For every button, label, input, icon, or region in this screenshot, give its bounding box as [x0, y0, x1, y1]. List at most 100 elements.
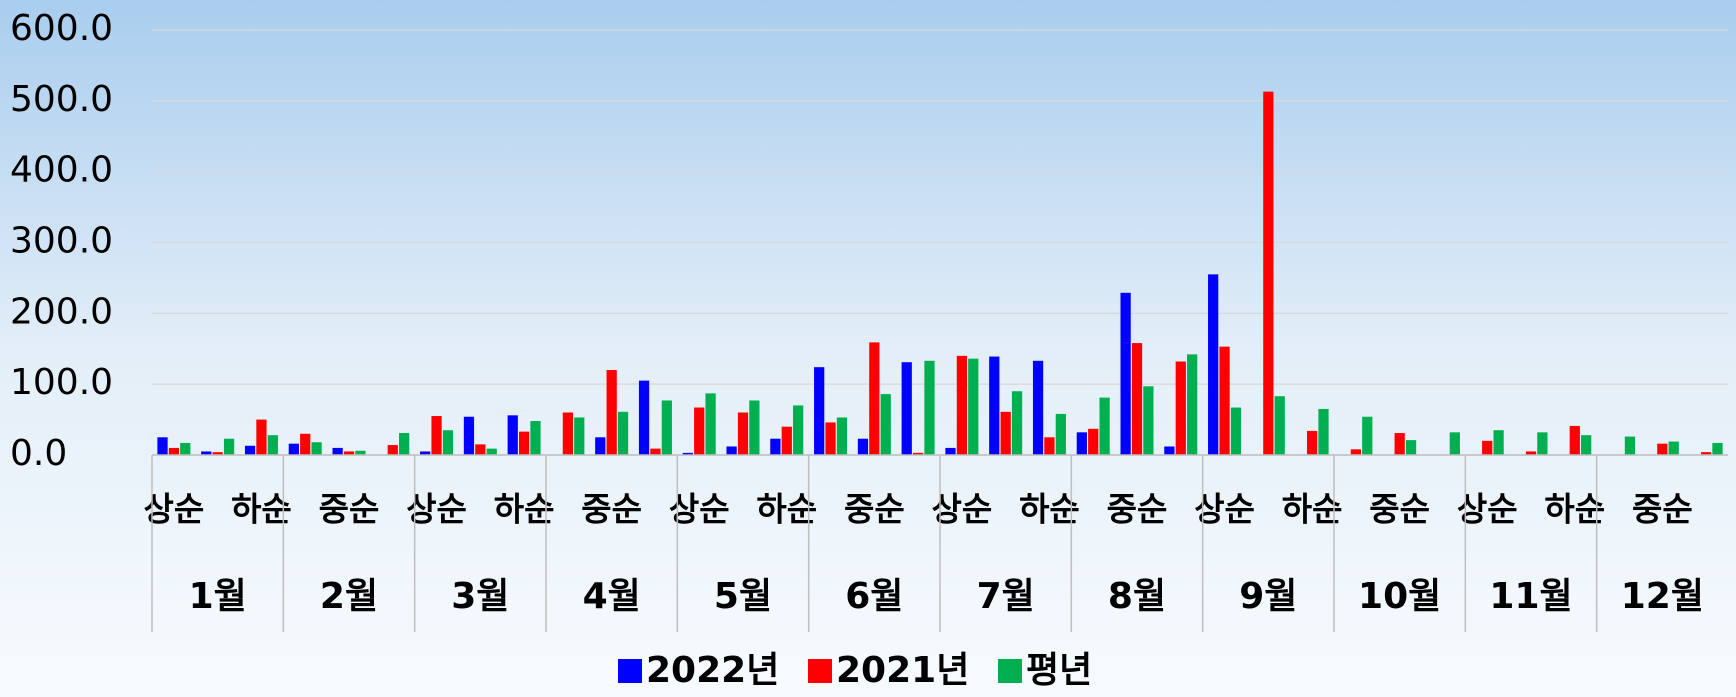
x-tick-label: 하순 — [231, 490, 292, 529]
bar — [737, 412, 749, 455]
bar — [355, 450, 366, 455]
bar — [201, 451, 212, 455]
x-tick-label: 상순 — [144, 490, 205, 529]
bar — [223, 438, 235, 455]
group-label: 4월 — [583, 576, 641, 617]
bar — [694, 407, 705, 455]
bar — [650, 448, 661, 455]
bar — [1624, 436, 1636, 455]
x-tick-label: 상순 — [406, 490, 467, 529]
x-tick-label: 중순 — [1369, 490, 1430, 529]
bar — [749, 400, 760, 455]
bar — [486, 448, 497, 455]
bar — [518, 431, 530, 455]
bar — [1449, 432, 1460, 455]
group-label: 6월 — [845, 576, 903, 617]
y-tick-label: 400.0 — [10, 150, 113, 191]
x-tick-label: 중순 — [319, 490, 380, 529]
legend-label: 2022년 — [646, 650, 779, 691]
bar — [1700, 452, 1712, 455]
bar — [1493, 430, 1504, 455]
bar — [420, 451, 431, 455]
bar — [1219, 346, 1230, 455]
x-tick-label: 하순 — [1544, 490, 1605, 529]
bar — [1011, 391, 1023, 455]
bar — [781, 426, 792, 455]
bar — [530, 421, 541, 455]
bar — [507, 415, 518, 455]
bar — [638, 380, 650, 455]
bar — [945, 447, 956, 455]
bar — [1318, 408, 1329, 455]
group-label: 7월 — [977, 576, 1035, 617]
bar — [300, 433, 311, 455]
x-tick-label: 하순 — [756, 490, 817, 529]
bar — [1099, 397, 1110, 455]
bar — [1131, 343, 1143, 455]
bar — [989, 356, 1000, 455]
group-label: 1월 — [189, 576, 247, 617]
legend-swatch — [998, 659, 1022, 683]
bar — [1263, 91, 1274, 455]
bar — [682, 452, 693, 455]
x-tick-label: 하순 — [1019, 490, 1080, 529]
bar — [770, 438, 781, 455]
y-tick-label: 500.0 — [10, 79, 113, 120]
bar — [562, 412, 574, 455]
bar — [1044, 437, 1055, 455]
x-tick-label: 중순 — [844, 490, 905, 529]
bar — [1274, 396, 1285, 455]
bar — [1055, 413, 1066, 455]
bar — [1712, 442, 1723, 455]
y-tick-label: 600.0 — [10, 8, 113, 49]
bar — [1088, 428, 1099, 455]
bar — [1405, 440, 1417, 455]
bar — [836, 417, 848, 455]
bar — [1581, 435, 1592, 455]
bar — [1175, 361, 1186, 455]
bar — [1187, 354, 1198, 455]
bar — [1525, 451, 1537, 455]
bar — [168, 447, 180, 455]
bar — [901, 362, 912, 455]
bar — [256, 419, 267, 455]
x-tick-label: 하순 — [1282, 490, 1343, 529]
x-tick-label: 중순 — [581, 490, 642, 529]
group-label: 12월 — [1621, 576, 1704, 617]
y-tick-label: 0.0 — [10, 433, 67, 474]
legend-swatch — [808, 659, 832, 683]
bar — [442, 430, 454, 455]
group-label: 11월 — [1489, 576, 1572, 617]
bar — [924, 360, 935, 455]
bar — [212, 452, 223, 455]
legend-label: 평년 — [1026, 650, 1092, 691]
x-tick-label: 하순 — [494, 490, 555, 529]
bar — [793, 405, 804, 455]
group-label: 9월 — [1239, 576, 1297, 617]
legend-label: 2021년 — [836, 650, 969, 691]
bar — [1230, 407, 1242, 455]
bar — [661, 400, 672, 455]
bar — [574, 417, 585, 455]
group-label: 3월 — [451, 576, 509, 617]
legend-swatch — [618, 659, 642, 683]
y-tick-label: 200.0 — [10, 291, 113, 332]
bar — [180, 442, 191, 455]
bar — [912, 452, 924, 455]
x-tick-label: 상순 — [669, 490, 730, 529]
group-label: 2월 — [320, 576, 378, 617]
bar — [1032, 360, 1044, 455]
bar — [1537, 432, 1548, 455]
bar — [267, 435, 278, 455]
bar — [1569, 425, 1580, 455]
bar — [814, 367, 825, 455]
bar — [1482, 440, 1493, 455]
x-tick-label: 상순 — [1194, 490, 1255, 529]
x-tick-label: 상순 — [932, 490, 993, 529]
bar — [1120, 292, 1131, 455]
bar — [1208, 274, 1219, 455]
bar — [1668, 441, 1679, 455]
group-label: 8월 — [1108, 576, 1166, 617]
